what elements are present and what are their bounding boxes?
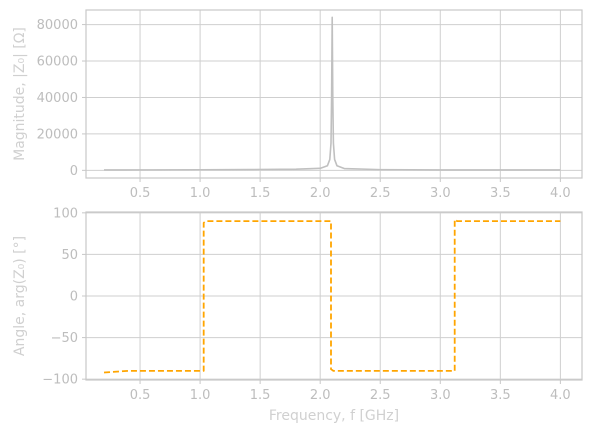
x-tick-label: 3.5 [490, 388, 511, 403]
angle-panel: 0.5 1.0 1.5 2.0 2.5 3.0 3.5 4.0 100 50 0 −50 −100 A… [12, 206, 583, 424]
x-tick-label: 2.5 [370, 186, 391, 201]
magnitude-y-ticks: 0 20000 40000 60000 80000 [37, 18, 86, 179]
y-tick-label: 40000 [37, 91, 78, 106]
y-tick-label: 100 [53, 206, 78, 221]
x-tick-label: 1.0 [190, 186, 211, 201]
magnitude-series-line [104, 16, 561, 171]
x-tick-label: 4.0 [550, 186, 571, 201]
magnitude-panel: 0.5 1.0 1.5 2.0 2.5 3.0 3.5 4.0 0 20000 40000 6000… [12, 9, 583, 201]
magnitude-gridlines [86, 10, 582, 178]
angle-y-axis-label: Angle, arg(Z₀) [°] [12, 236, 28, 356]
y-tick-label: −100 [42, 373, 78, 388]
x-tick-label: 0.5 [130, 186, 151, 201]
x-tick-label: 0.5 [130, 388, 151, 403]
x-tick-label: 1.5 [250, 388, 271, 403]
angle-x-ticks: 0.5 1.0 1.5 2.0 2.5 3.0 3.5 4.0 [130, 380, 571, 403]
angle-y-ticks: 100 50 0 −50 −100 [42, 206, 86, 388]
angle-gridlines [86, 212, 582, 380]
x-tick-label: 1.0 [190, 388, 211, 403]
magnitude-x-ticks: 0.5 1.0 1.5 2.0 2.5 3.0 3.5 4.0 [130, 178, 571, 201]
x-tick-label: 3.0 [430, 186, 451, 201]
y-tick-label: −50 [51, 331, 78, 346]
magnitude-axes-frame [85, 9, 583, 179]
y-tick-label: 0 [70, 290, 78, 305]
angle-axes-frame [85, 211, 583, 381]
x-tick-label: 2.0 [310, 388, 331, 403]
y-tick-label: 60000 [37, 55, 78, 70]
y-tick-label: 0 [70, 164, 78, 179]
x-tick-label: 4.0 [550, 388, 571, 403]
x-tick-label: 1.5 [250, 186, 271, 201]
x-tick-label: 2.5 [370, 388, 391, 403]
x-tick-label: 3.0 [430, 388, 451, 403]
y-tick-label: 80000 [37, 18, 78, 33]
y-tick-label: 50 [61, 248, 78, 263]
magnitude-series [104, 16, 561, 171]
y-tick-label: 20000 [37, 127, 78, 142]
x-tick-label: 3.5 [490, 186, 511, 201]
frequency-x-axis-label: Frequency, f [GHz] [269, 408, 399, 424]
x-tick-label: 2.0 [310, 186, 331, 201]
magnitude-y-axis-label: Magnitude, |Z₀| [Ω] [12, 27, 28, 161]
